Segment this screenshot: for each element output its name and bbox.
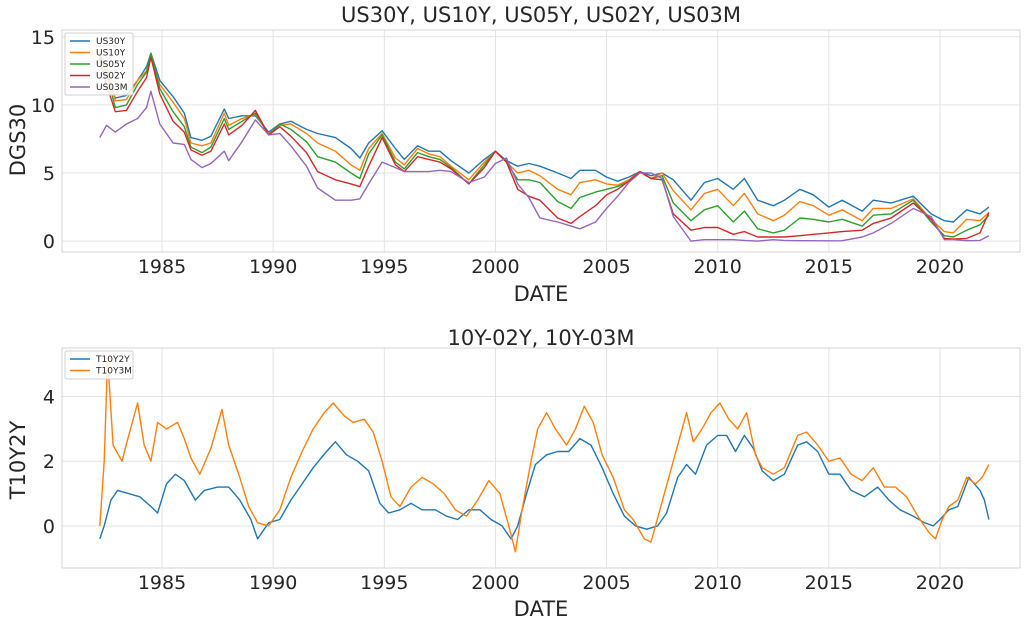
chart-panel-yields: US30Y, US10Y, US05Y, US02Y, US03M DATE D… <box>6 3 1021 306</box>
y-tick-label: 2 <box>43 451 55 473</box>
series-line-t10y3m <box>99 357 990 553</box>
x-tick-label: 1985 <box>138 572 186 594</box>
x-axis-label: DATE <box>514 282 569 306</box>
series-group <box>99 52 990 242</box>
series-line-t10y2y <box>99 434 990 540</box>
plot-frame <box>61 29 1021 253</box>
y-tick-label: 0 <box>43 516 55 538</box>
plot-area <box>62 30 1020 252</box>
x-axis-label: DATE <box>514 597 569 621</box>
x-tick-label: 2020 <box>916 256 964 278</box>
legend-label: US30Y <box>96 37 126 47</box>
x-tick-label: 1985 <box>138 256 186 278</box>
x-tick-label: 2010 <box>694 256 742 278</box>
chart-title: 10Y-02Y, 10Y-03M <box>447 326 634 350</box>
y-axis-label: DGS30 <box>6 104 30 177</box>
y-tick-label: 4 <box>43 387 55 409</box>
y-tick-label: 5 <box>43 163 55 185</box>
grid <box>62 348 1020 568</box>
x-tick-label: 2000 <box>471 572 519 594</box>
legend-box <box>64 350 134 380</box>
y-tick-label: 15 <box>31 27 55 49</box>
legend-label: US10Y <box>96 49 126 59</box>
x-tick-label: 2020 <box>916 572 964 594</box>
chart-panel-spreads: 10Y-02Y, 10Y-03M DATE T10Y2Y 1985 1990 199… <box>6 326 1021 621</box>
x-tick-label: 1990 <box>249 572 297 594</box>
x-tick-label: 2015 <box>805 572 853 594</box>
plot-frame <box>61 347 1021 569</box>
y-tick-label: 0 <box>43 231 55 253</box>
legend: T10Y2Y T10Y3M <box>64 350 134 380</box>
grid <box>62 30 1020 252</box>
x-tick-label: 2000 <box>471 256 519 278</box>
legend-label: US02Y <box>96 72 126 82</box>
legend-label: T10Y2Y <box>95 355 130 365</box>
x-tick-label: 1995 <box>360 572 408 594</box>
legend-label: T10Y3M <box>95 367 132 377</box>
series-line-us03m <box>99 90 990 242</box>
x-tick-label: 1995 <box>360 256 408 278</box>
legend-label: US05Y <box>96 60 126 70</box>
x-tick-label: 2005 <box>582 572 630 594</box>
x-tick-label: 2015 <box>805 256 853 278</box>
plot-area <box>62 348 1020 568</box>
chart-title: US30Y, US10Y, US05Y, US02Y, US03M <box>341 3 741 27</box>
y-tick-label: 10 <box>31 95 55 117</box>
series-line-us30y <box>99 52 990 223</box>
y-axis-label: T10Y2Y <box>6 421 30 501</box>
series-line-us02y <box>99 56 990 240</box>
x-tick-label: 2005 <box>582 256 630 278</box>
x-tick-label: 1990 <box>249 256 297 278</box>
x-tick-label: 2010 <box>694 572 742 594</box>
legend-box <box>64 32 134 96</box>
series-group <box>99 357 990 553</box>
legend-label: US03M <box>96 83 128 93</box>
